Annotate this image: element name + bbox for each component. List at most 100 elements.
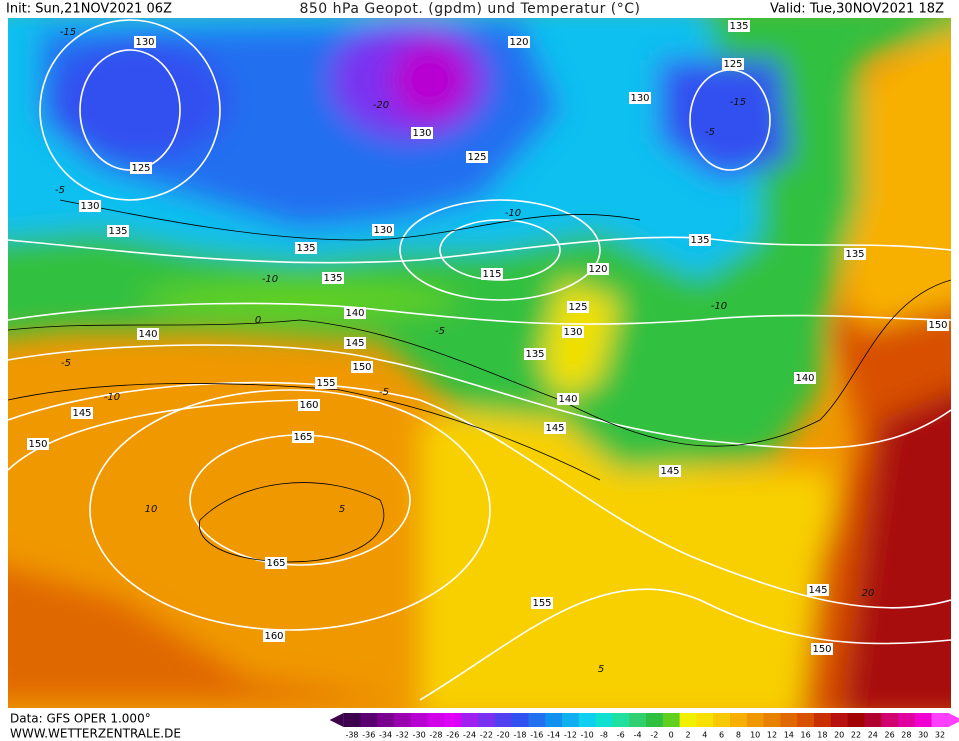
geopotential-label-box	[292, 431, 314, 443]
colorbar-cell	[377, 713, 395, 727]
geopotential-label-box	[562, 326, 584, 338]
geopotential-label-box	[322, 272, 344, 284]
colorbar-cell	[713, 713, 731, 727]
colorbar-label: 0	[669, 731, 674, 740]
geopotential-label-box	[27, 438, 49, 450]
geopotential-label-box	[567, 301, 589, 313]
geopotential-label: 145	[660, 466, 679, 477]
geopotential-label: 135	[525, 349, 544, 360]
geopotential-label: 130	[563, 327, 582, 338]
geopotential-label: 150	[812, 644, 831, 655]
geopotential-label-box	[466, 151, 488, 163]
geopotential-label-box	[629, 92, 651, 104]
geopotential-label-box	[722, 58, 744, 70]
colorbar-arrow-high	[948, 713, 959, 727]
geopotential-label-box	[807, 584, 829, 596]
colorbar-cell	[343, 713, 361, 727]
geopotential-label-box	[134, 36, 156, 48]
temperature-label: 10	[145, 504, 158, 515]
geopotential-label-box	[130, 162, 152, 174]
geopotential-label-box	[79, 200, 101, 212]
colorbar-label: -28	[429, 731, 442, 740]
geopotential-label-box	[344, 307, 366, 319]
colorbar-cell	[511, 713, 529, 727]
temperature-label: 0	[255, 315, 261, 326]
geopotential-label: 155	[532, 598, 551, 609]
valid-time: Valid: Tue,30NOV2021 18Z	[770, 2, 944, 17]
geopotential-label-box	[263, 630, 285, 642]
geopotential-label: 135	[690, 235, 709, 246]
colorbar-cell	[562, 713, 580, 727]
geopotential-label: 145	[808, 585, 827, 596]
colorbar-label: 30	[918, 731, 928, 740]
geopotential-label-box	[295, 242, 317, 254]
colorbar-cell	[578, 713, 597, 727]
colorbar-cell	[478, 713, 496, 727]
geopotential-label-box	[531, 597, 553, 609]
geopotential-label: 130	[412, 128, 431, 139]
colorbar-cell	[545, 713, 563, 727]
geopotential-label: 120	[588, 264, 607, 275]
colorbar-label: -22	[480, 731, 493, 740]
colorbar-label: -20	[497, 731, 510, 740]
temperature-label: -10	[104, 392, 120, 403]
colorbar-label: -10	[581, 731, 594, 740]
colorbar-cell	[780, 713, 798, 727]
geopotential-label: 140	[138, 329, 157, 340]
colorbar-label: 16	[801, 731, 811, 740]
colorbar-cell	[427, 713, 445, 727]
geopotential-label: 135	[845, 249, 864, 260]
colorbar-cell	[797, 713, 815, 727]
geopotential-label-box	[351, 361, 373, 373]
colorbar-label: -34	[379, 731, 392, 740]
geopotential-label: 150	[28, 439, 47, 450]
geopotential-label-box	[557, 393, 579, 405]
geopotential-labels: 130 125 130 135 135 130 130 125 120 135 125 130 135 1…	[27, 20, 949, 655]
colorbar-label: 4	[702, 731, 707, 740]
temperature-label: -5	[435, 326, 445, 337]
temperature-label: 5	[598, 664, 604, 675]
colorbar-label: -4	[634, 731, 642, 740]
geopotential-label-box	[794, 372, 816, 384]
colorbar-cell	[830, 713, 849, 727]
colorbar-cell	[881, 713, 899, 727]
temperature-isolines	[8, 199, 951, 563]
colorbar-label: 8	[736, 731, 741, 740]
temperature-label: -5	[379, 387, 389, 398]
geopotential-label: 160	[299, 400, 318, 411]
colorbar-label: -18	[513, 731, 526, 740]
geopotential-label-box	[481, 268, 503, 280]
geopotential-label-box	[137, 328, 159, 340]
geopotential-label: 140	[558, 394, 577, 405]
geopotential-label: 130	[630, 93, 649, 104]
geopotential-label-box	[265, 557, 287, 569]
colorbar-cell	[914, 713, 933, 727]
colorbar-label: 28	[901, 731, 911, 740]
colorbar-cell	[612, 713, 630, 727]
colorbar-label: -32	[396, 731, 409, 740]
temperature-label: -5	[55, 185, 65, 196]
geopotential-label-box	[508, 36, 530, 48]
colorbar-arrow-low	[329, 713, 344, 727]
geopotential-label: 125	[723, 59, 742, 70]
geopotential-label-box	[659, 465, 681, 477]
geopotential-label: 135	[323, 273, 342, 284]
geopotential-label: 120	[509, 37, 528, 48]
geopotential-label-box	[544, 422, 566, 434]
colorbar-label: -6	[617, 731, 625, 740]
geopotential-label-box	[728, 20, 750, 32]
colorbar-cell	[898, 713, 916, 727]
geopotential-label-box	[298, 399, 320, 411]
colorbar-label: 14	[784, 731, 794, 740]
colorbar-cell	[679, 713, 697, 727]
colorbar-label: 32	[935, 731, 945, 740]
colorbar-cell	[394, 713, 412, 727]
geopotential-isolines	[8, 19, 951, 701]
geopotential-label: 155	[316, 378, 335, 389]
temperature-field-shading	[8, 18, 951, 708]
temperature-label: 5	[339, 504, 345, 515]
site-name: WWW.WETTERZENTRALE.DE	[10, 727, 181, 741]
geopotential-label: 150	[352, 362, 371, 373]
colorbar-cell	[864, 713, 882, 727]
